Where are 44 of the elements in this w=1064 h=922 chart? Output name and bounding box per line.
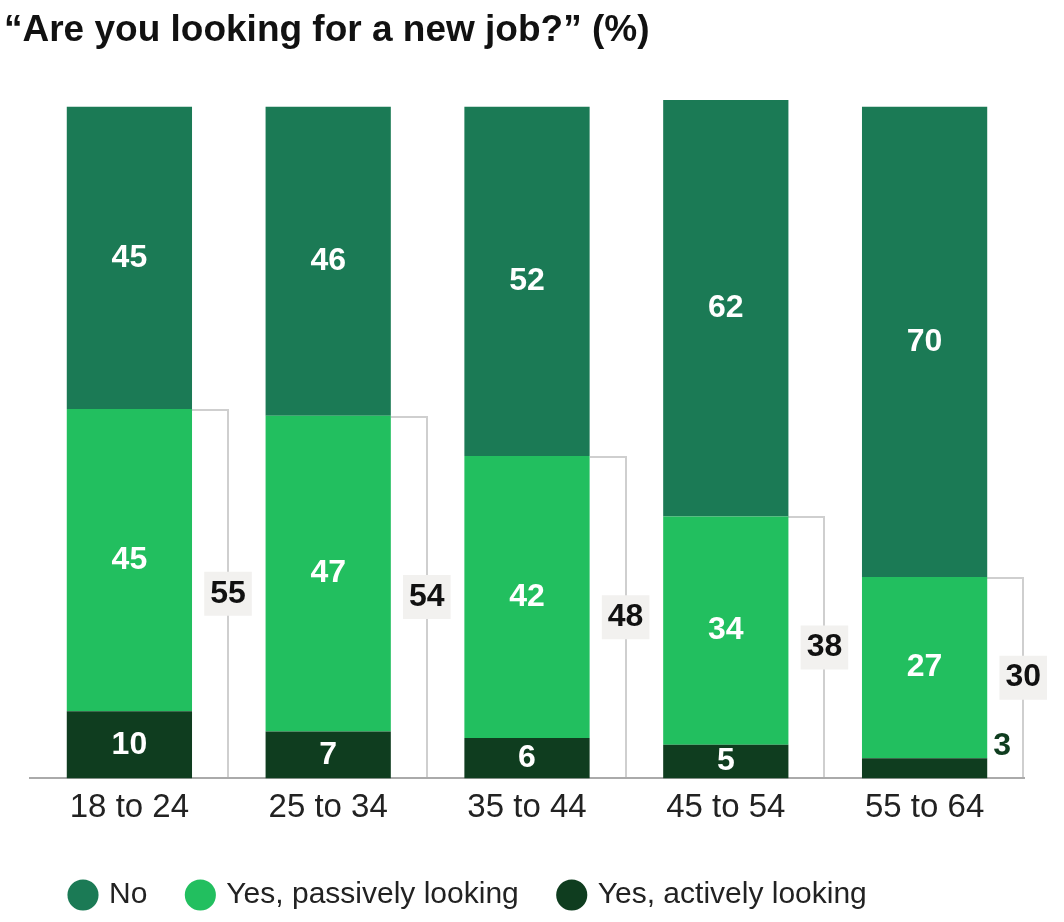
data-label: 70 bbox=[906, 321, 943, 358]
bar bbox=[464, 455, 590, 739]
legend-label: No bbox=[109, 876, 148, 910]
data-label: 47 bbox=[310, 553, 346, 590]
data-label: 62 bbox=[708, 288, 744, 325]
data-label: 52 bbox=[509, 261, 545, 298]
data-label: 46 bbox=[310, 241, 346, 278]
data-label: 3 bbox=[993, 726, 1012, 763]
bar bbox=[66, 408, 193, 712]
data-label: 7 bbox=[319, 734, 338, 771]
bar bbox=[464, 738, 590, 779]
data-label: 10 bbox=[111, 724, 148, 761]
x-tick-label: 45 to 54 bbox=[666, 787, 786, 825]
bar bbox=[663, 100, 789, 517]
bar bbox=[663, 516, 789, 745]
data-label: 6 bbox=[518, 738, 536, 775]
data-label: 34 bbox=[708, 610, 744, 647]
data-label: 45 bbox=[111, 539, 148, 576]
data-label: 27 bbox=[906, 647, 943, 684]
bar bbox=[861, 106, 988, 577]
bar bbox=[66, 106, 193, 409]
chart-title: “Are you looking for a new job?” (%) bbox=[4, 8, 650, 50]
bar bbox=[464, 106, 590, 456]
legend-label: Yes, passively looking bbox=[226, 876, 519, 910]
x-tick-label: 18 to 24 bbox=[69, 787, 190, 825]
x-tick-label: 25 to 34 bbox=[268, 787, 388, 825]
annotation: 55 bbox=[210, 573, 246, 610]
bar bbox=[663, 744, 789, 779]
bar bbox=[265, 106, 391, 416]
data-label: 45 bbox=[111, 237, 148, 274]
bar bbox=[861, 758, 988, 779]
data-label: 42 bbox=[509, 576, 545, 613]
bar bbox=[861, 576, 988, 759]
bar bbox=[265, 731, 391, 779]
annotation: 38 bbox=[806, 627, 843, 664]
bar bbox=[66, 711, 193, 779]
annotation: 48 bbox=[607, 597, 644, 634]
bar bbox=[265, 415, 391, 732]
data-label: 5 bbox=[716, 741, 735, 778]
x-tick-label: 35 to 44 bbox=[467, 787, 587, 825]
annotation: 30 bbox=[1005, 657, 1042, 694]
legend-label: Yes, actively looking bbox=[597, 876, 867, 910]
annotation: 54 bbox=[409, 576, 445, 613]
x-tick-label: 55 to 64 bbox=[864, 787, 985, 825]
